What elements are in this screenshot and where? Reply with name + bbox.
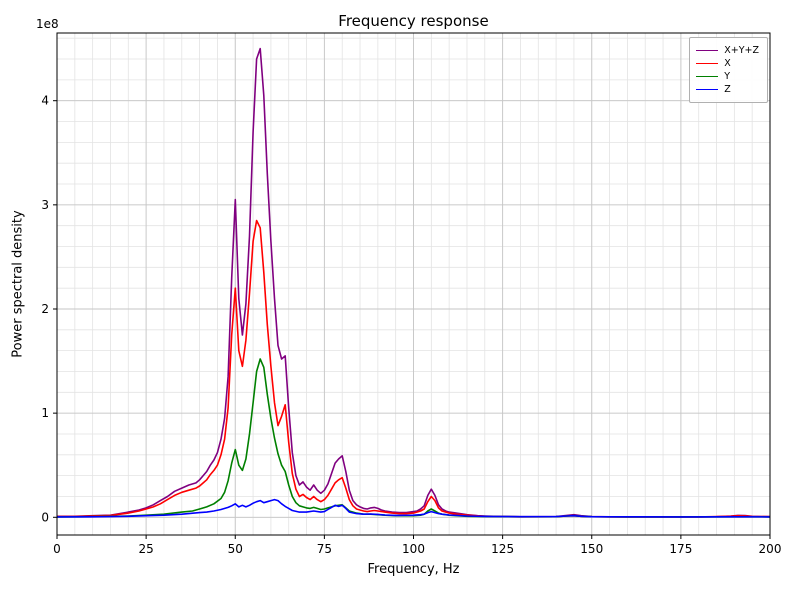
x-tick-label: 200 [759,542,782,556]
x-tick-label: 50 [228,542,243,556]
legend: X+Y+Z X Y Z [689,37,768,103]
x-tick-label: 150 [580,542,603,556]
x-tick-label: 175 [669,542,692,556]
legend-line-sample [696,89,719,90]
legend-item-X: X [696,58,759,69]
x-tick-label: 100 [402,542,425,556]
legend-label: Z [724,84,731,95]
legend-label: Y [724,71,731,82]
y-tick-label: 0 [41,510,49,524]
y-axis-label: Power spectral density [10,210,26,358]
legend-item-Y: Y [696,71,759,82]
legend-line-sample [696,76,719,77]
series-line-Z [57,498,770,518]
legend-item-Z: Z [696,84,759,95]
tick-labels: 0 25 50 75 100 125 150 175 200 0 1 2 3 4 [41,94,781,556]
legend-item-X+Y+Z: X+Y+Z [696,45,759,56]
y-axis-offset-label: 1e8 [36,17,59,31]
legend-line-sample [696,63,719,64]
x-tick-label: 0 [53,542,61,556]
x-tick-label: 75 [317,542,332,556]
y-tick-label: 3 [41,198,49,212]
series-group [57,47,770,518]
y-tick-label: 2 [41,302,49,316]
x-tick-label: 25 [138,542,153,556]
legend-label: X+Y+Z [724,45,759,56]
y-tick-label: 1 [41,406,49,420]
x-tick-label: 125 [491,542,514,556]
legend-label: X [724,58,731,69]
x-axis-label: Frequency, Hz [367,562,460,577]
ticks [53,100,771,539]
chart-title: Frequency response [338,12,489,30]
legend-line-sample [696,50,719,51]
grid-major [56,33,771,535]
y-tick-label: 4 [41,94,49,108]
